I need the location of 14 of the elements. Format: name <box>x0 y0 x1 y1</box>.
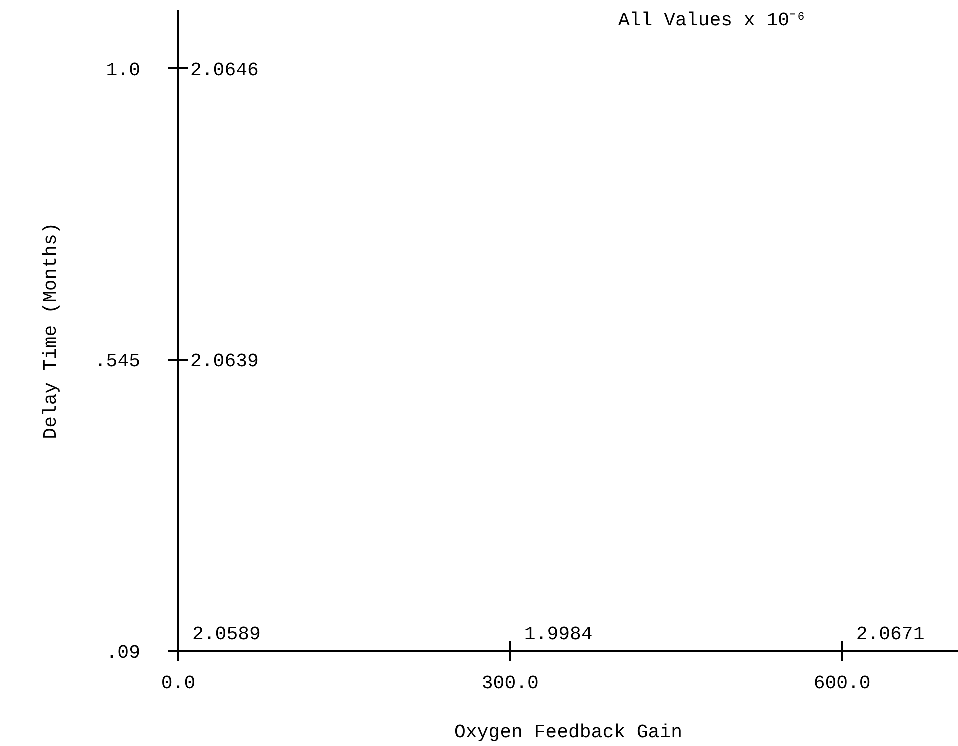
data-label: 2.0639 <box>190 350 259 373</box>
data-label: 2.0671 <box>856 624 925 646</box>
annotation: All Values x 10⁻⁶ <box>618 10 807 32</box>
data-label: 1.9984 <box>524 624 593 646</box>
data-label: 2.0646 <box>190 59 259 82</box>
y-tick-label: 1.0 <box>106 59 141 82</box>
x-axis-title: Oxygen Feedback Gain <box>454 722 683 744</box>
x-tick-label: 300.0 <box>482 672 539 694</box>
y-tick-label: .09 <box>106 642 141 664</box>
x-tick-label: 0.0 <box>161 672 196 694</box>
data-label: 2.0589 <box>192 624 261 646</box>
x-tick-label: 600.0 <box>814 672 871 694</box>
y-tick-label: .545 <box>94 350 140 373</box>
y-axis-title: Delay Time (Months) <box>40 222 62 440</box>
